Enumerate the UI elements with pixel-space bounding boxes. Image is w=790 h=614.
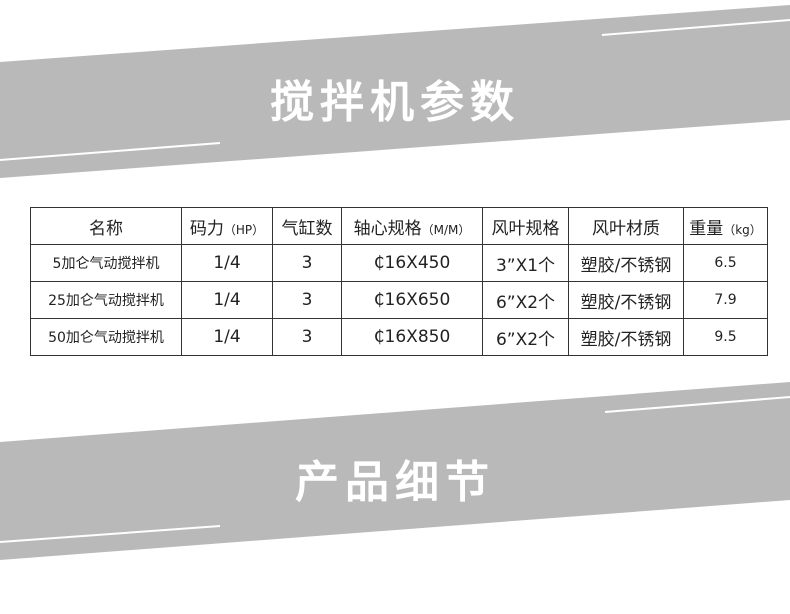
header-cell: 重量（kg）: [683, 207, 768, 245]
cell-material: 塑胶/不锈钢: [568, 244, 684, 282]
banner-parameters: [0, 5, 790, 178]
cell-hp: 1/4: [181, 244, 273, 282]
cell-name: 5加仑气动搅拌机: [30, 244, 182, 282]
section-title-parameters: 搅拌机参数: [270, 77, 520, 128]
cell-blade: 3”X1个: [482, 244, 569, 282]
header-cell: 风叶材质: [568, 207, 684, 245]
cell-cylinders: 3: [272, 318, 342, 356]
header-cell: 码力（HP）: [181, 207, 273, 245]
cell-shaft: ₵16X650: [341, 281, 483, 319]
table-row: 5加仑气动搅拌机 1/4 3 ₵16X450 3”X1个 塑胶/不锈钢 6.5: [30, 244, 768, 282]
cell-name: 25加仑气动搅拌机: [30, 281, 182, 319]
cell-weight: 6.5: [683, 244, 768, 282]
cell-blade: 6”X2个: [482, 318, 569, 356]
cell-material: 塑胶/不锈钢: [568, 318, 684, 356]
cell-blade: 6”X2个: [482, 281, 569, 319]
table-row: 50加仑气动搅拌机 1/4 3 ₵16X850 6”X2个 塑胶/不锈钢 9.5: [30, 318, 768, 356]
cell-name: 50加仑气动搅拌机: [30, 318, 182, 356]
banner-line: [604, 396, 790, 413]
header-cell: 名称: [30, 207, 182, 245]
cell-weight: 7.9: [683, 281, 768, 319]
table-row: 25加仑气动搅拌机 1/4 3 ₵16X650 6”X2个 塑胶/不锈钢 7.9: [30, 281, 768, 319]
cell-shaft: ₵16X850: [341, 318, 483, 356]
banner-line: [0, 142, 221, 161]
header-cell: 风叶规格: [482, 207, 569, 245]
cell-hp: 1/4: [181, 281, 273, 319]
header-cell: 气缸数: [272, 207, 342, 245]
table-header-row: 名称 码力（HP） 气缸数 轴心规格（M/M） 风叶规格 风叶材质 重量（kg）: [30, 207, 768, 245]
cell-cylinders: 3: [272, 281, 342, 319]
spec-table: 名称 码力（HP） 气缸数 轴心规格（M/M） 风叶规格 风叶材质 重量（kg）…: [30, 207, 768, 356]
header-cell: 轴心规格（M/M）: [341, 207, 483, 245]
section-title-details: 产品细节: [295, 457, 495, 508]
banner-details: [0, 382, 790, 560]
cell-hp: 1/4: [181, 318, 273, 356]
cell-shaft: ₵16X450: [341, 244, 483, 282]
cell-weight: 9.5: [683, 318, 768, 356]
banner-line: [601, 19, 790, 36]
cell-material: 塑胶/不锈钢: [568, 281, 684, 319]
banner-line: [0, 525, 221, 543]
cell-cylinders: 3: [272, 244, 342, 282]
